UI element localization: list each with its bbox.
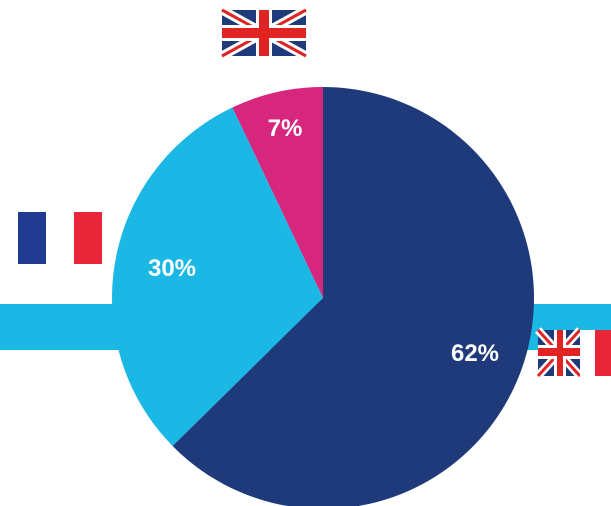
slice-label-uk-france: 62% — [451, 340, 499, 367]
pie-slice-uk — [232, 87, 323, 298]
slice-label-france: 30% — [148, 255, 196, 282]
pie-slice-france — [111, 107, 324, 447]
pie-slice-uk-france — [172, 87, 534, 506]
slice-label-uk: 7% — [268, 115, 303, 142]
france-flag-icon — [18, 212, 102, 264]
uk-flag-icon — [219, 6, 309, 60]
uk-france-flag-icon — [535, 327, 611, 379]
